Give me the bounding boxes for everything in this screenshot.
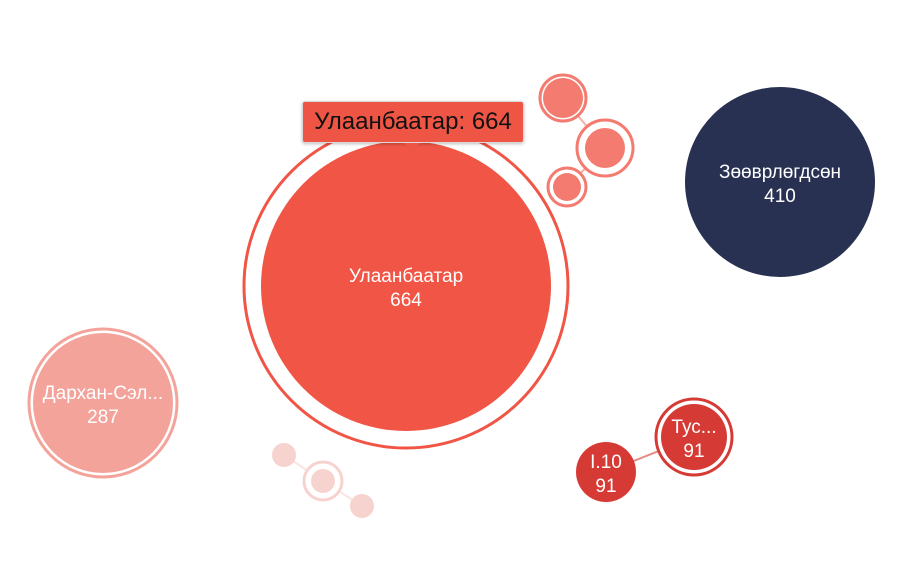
bubble-circle-p3 [350, 494, 374, 518]
bubble-name-i10: I.10 [590, 452, 622, 473]
bubble-value-i10: 91 [595, 476, 616, 497]
bubble-c3[interactable] [546, 166, 588, 208]
bubble-tus[interactable]: Тус... 91 [654, 397, 734, 477]
bubble-name-tus: Тус... [671, 417, 716, 438]
bubble-name-zoovorlogdson: Зөөврлөгдсөн [719, 162, 841, 183]
bubble-value-ulaanbaatar: 664 [390, 290, 422, 311]
bubble-circle-darkhan [33, 333, 173, 473]
bubble-c2[interactable] [575, 118, 635, 178]
bubble-p2[interactable] [302, 460, 344, 502]
bubble-circle-c2 [585, 128, 625, 168]
bubble-circle-p1 [272, 443, 296, 467]
bubble-name-darkhan: Дархан-Сэл... [43, 383, 163, 404]
bubble-circle-i10 [576, 442, 636, 502]
bubble-name-ulaanbaatar: Улаанбаатар [349, 266, 463, 287]
bubble-circle-zoovorlogdson [685, 87, 875, 277]
bubble-i10[interactable]: I.10 91 [576, 442, 636, 502]
tooltip-arrow [404, 143, 420, 151]
bubble-value-darkhan: 287 [87, 407, 119, 428]
bubble-zoovorlogdson[interactable]: Зөөврлөгдсөн 410 [685, 87, 875, 277]
tooltip: Улаанбаатар: 664 [302, 101, 524, 143]
bubble-value-zoovorlogdson: 410 [764, 186, 796, 207]
bubble-circle-tus [661, 404, 727, 470]
bubble-value-tus: 91 [683, 441, 704, 462]
bubble-circle-c1 [543, 78, 583, 118]
bubble-c1[interactable] [538, 73, 588, 123]
bubble-circle-ulaanbaatar [261, 141, 551, 431]
bubble-p3[interactable] [350, 494, 374, 518]
bubble-p1[interactable] [272, 443, 296, 467]
bubble-darkhan[interactable]: Дархан-Сэл... 287 [27, 327, 179, 479]
bubble-circle-p2 [311, 469, 335, 493]
bubble-ulaanbaatar[interactable]: Улаанбаатар 664 [242, 122, 570, 450]
bubble-circle-c3 [553, 173, 581, 201]
